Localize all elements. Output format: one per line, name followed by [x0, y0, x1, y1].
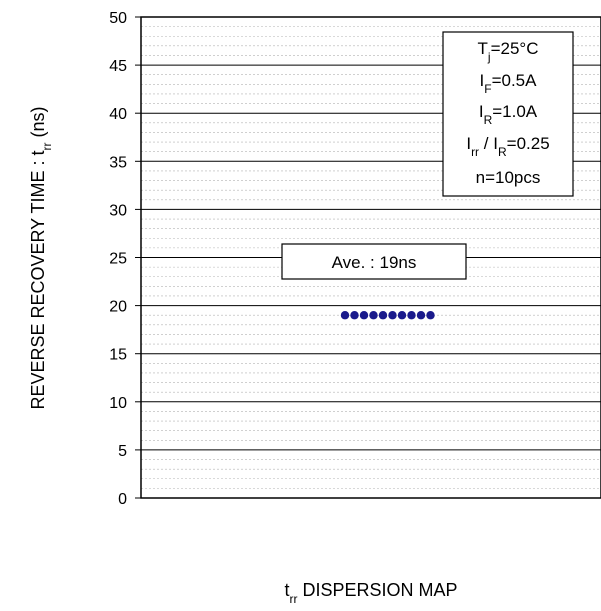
data-point — [359, 311, 369, 320]
condition-line: Irr / IR=0.25 — [466, 134, 549, 159]
condition-line: n=10pcs — [476, 168, 541, 187]
y-tick-label: 25 — [109, 251, 127, 268]
y-tick-label: 30 — [109, 202, 127, 219]
condition-line: IR=1.0A — [479, 102, 538, 127]
conditions-text: Tj=25°C IF=0.5A IR=1.0A Irr / IR=0.25 n=10pc… — [466, 39, 549, 187]
y-tick-label: 15 — [109, 347, 127, 364]
data-point — [388, 311, 397, 320]
data-points — [340, 311, 435, 320]
y-axis-title-rest: (ns) — [28, 106, 48, 142]
x-axis-title-sub: rr — [289, 592, 297, 606]
y-tick-label: 40 — [109, 106, 127, 123]
data-point — [416, 311, 426, 320]
data-point — [340, 311, 350, 320]
x-axis-title-main: t — [284, 580, 289, 600]
y-tick-label: 20 — [109, 299, 127, 316]
data-point — [350, 311, 359, 320]
y-axis-title-sub: rr — [40, 142, 54, 150]
data-point — [378, 311, 388, 320]
data-point — [397, 311, 407, 320]
average-label: Ave. : 19ns — [332, 253, 417, 272]
y-tick-label: 45 — [109, 58, 127, 75]
average-box — [281, 243, 467, 280]
x-axis-title-rest: DISPERSION MAP — [297, 580, 457, 600]
y-tick-label: 50 — [109, 10, 127, 27]
conditions-box — [442, 31, 574, 197]
data-point — [407, 311, 416, 320]
data-point — [369, 311, 378, 320]
y-tick-label: 10 — [109, 395, 127, 412]
data-point — [426, 311, 435, 320]
y-axis-title-main: REVERSE RECOVERY TIME : t — [28, 150, 48, 409]
y-tick-label: 5 — [118, 443, 127, 460]
condition-line: IF=0.5A — [480, 71, 538, 96]
y-axis-ticks: 0 5 10 15 20 25 30 35 40 45 50 — [109, 10, 141, 508]
condition-line: Tj=25°C — [478, 39, 539, 64]
y-tick-label: 35 — [109, 154, 127, 171]
y-axis-title: REVERSE RECOVERY TIME : trr (ns) — [28, 106, 54, 409]
y-tick-label: 0 — [118, 491, 127, 508]
x-axis-title: trr DISPERSION MAP — [284, 580, 457, 606]
